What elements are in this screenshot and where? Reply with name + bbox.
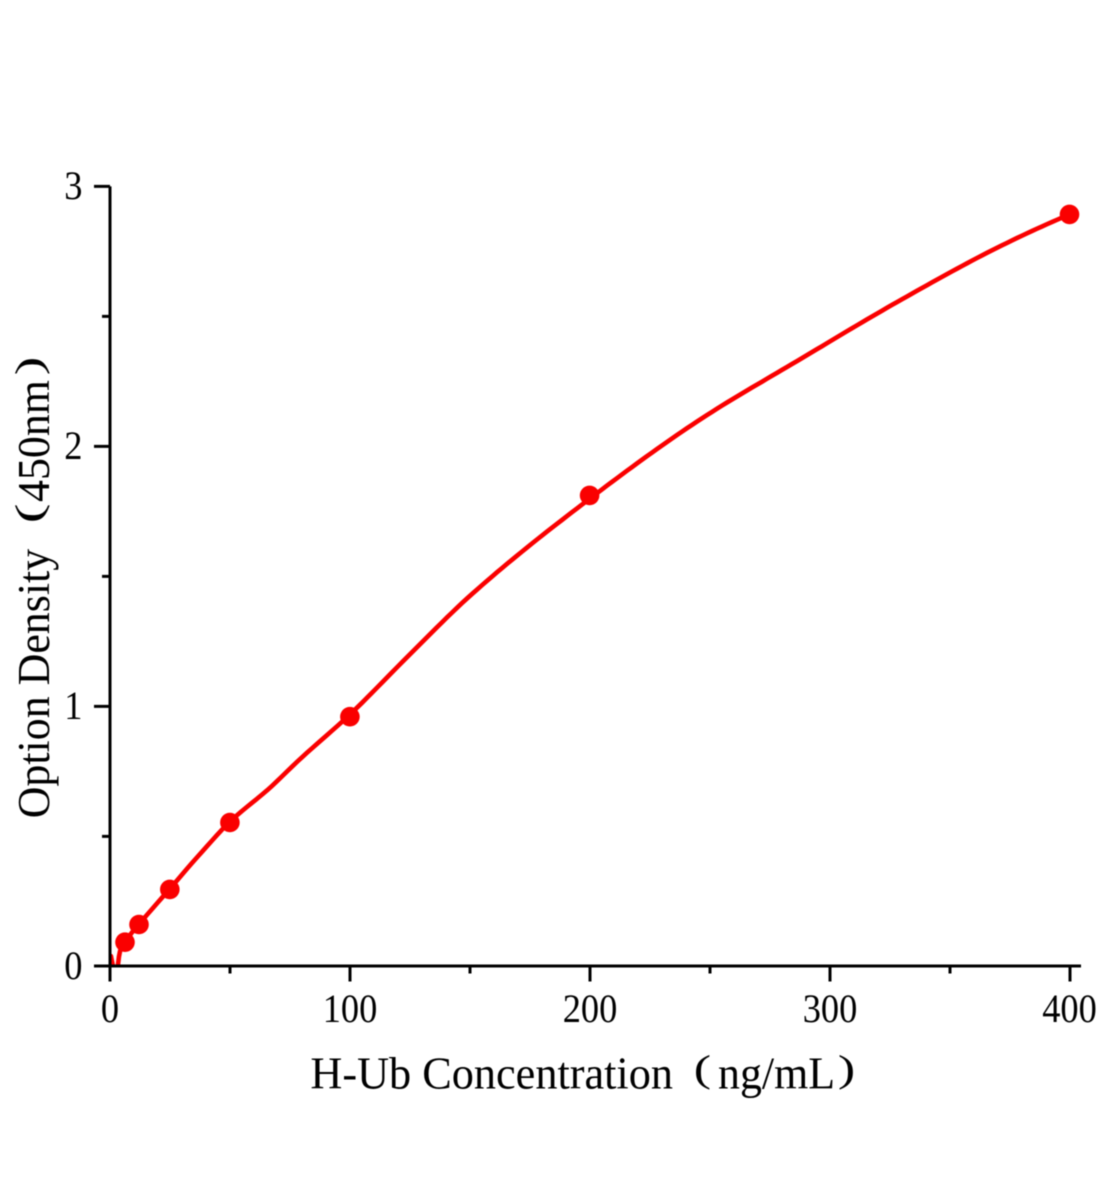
svg-text:300: 300 [803,987,858,1031]
svg-text:Option Density: Option Density [8,548,59,818]
svg-text:0: 0 [101,987,119,1031]
svg-text:100: 100 [323,987,378,1031]
svg-text:): ) [8,357,51,376]
svg-text:2: 2 [64,424,82,468]
svg-text:H-Ub Concentration: H-Ub Concentration [310,1048,673,1099]
svg-text:400: 400 [1042,987,1097,1031]
svg-text:(: ( [7,504,50,524]
svg-text:ng/mL: ng/mL [718,1048,835,1099]
svg-text:(: ( [694,1047,711,1090]
svg-text:1: 1 [64,684,82,728]
svg-text:3: 3 [64,164,82,208]
svg-text:0: 0 [64,944,82,988]
svg-text:): ) [838,1047,855,1090]
svg-text:450nm: 450nm [8,380,59,502]
svg-text:200: 200 [563,987,618,1031]
